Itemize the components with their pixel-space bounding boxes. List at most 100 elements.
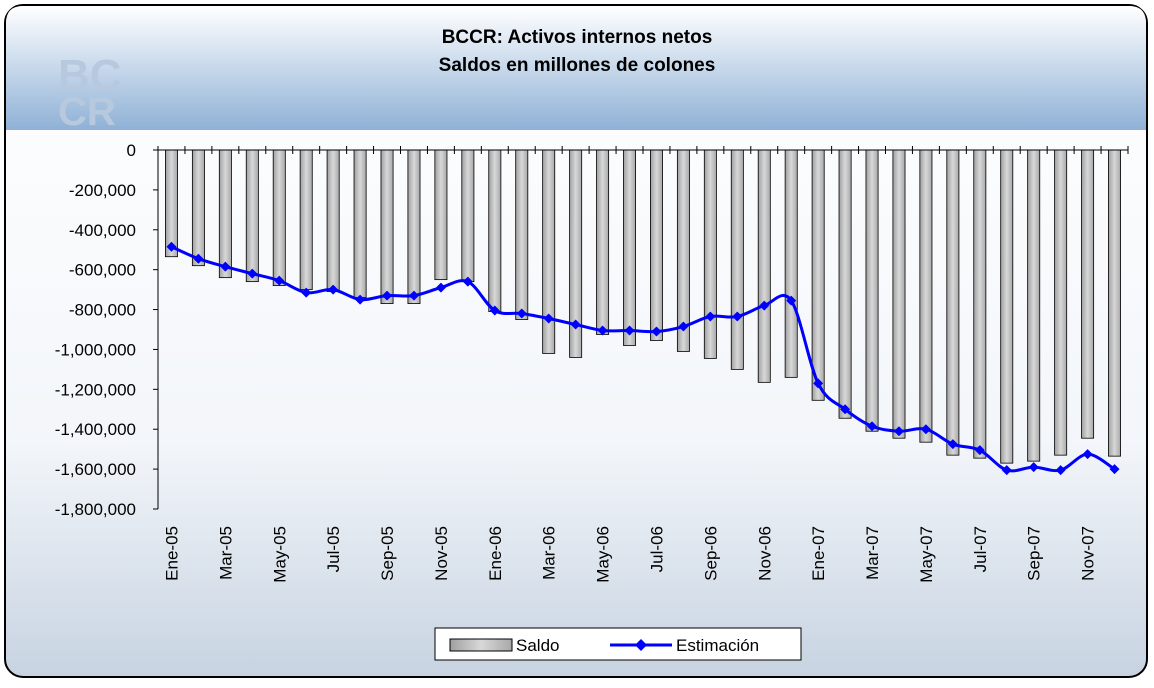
marker <box>328 284 339 295</box>
logo: BC <box>58 51 122 100</box>
bar <box>703 149 717 359</box>
marker <box>220 261 231 272</box>
bar <box>919 149 933 443</box>
y-tick-label: -1,400,000 <box>55 420 136 439</box>
y-tick-label: -600,000 <box>69 261 136 280</box>
x-tick-label: Mar-06 <box>540 526 559 580</box>
bar <box>623 149 636 346</box>
bar <box>784 149 798 378</box>
marker <box>974 445 985 456</box>
bar <box>434 149 448 281</box>
marker <box>1109 464 1120 475</box>
x-tick-label: Sep-07 <box>1025 526 1044 581</box>
logo: CR <box>58 90 116 134</box>
x-tick-label: Jul-05 <box>324 526 343 572</box>
marker <box>813 378 824 389</box>
x-tick-label: Mar-05 <box>216 526 235 580</box>
marker <box>732 311 743 322</box>
bar <box>245 149 259 283</box>
marker <box>543 313 554 324</box>
y-tick-label: -800,000 <box>69 301 136 320</box>
bar <box>488 149 502 312</box>
header-band <box>6 6 1146 130</box>
y-tick-label: -1,200,000 <box>55 380 136 399</box>
marker <box>166 241 177 252</box>
bar <box>811 149 825 401</box>
x-tick-label: May-07 <box>917 526 936 583</box>
marker <box>1028 462 1039 473</box>
bar <box>865 149 879 432</box>
chart-title: BCCR: Activos internos netos <box>442 27 713 48</box>
legend-label: Saldo <box>516 636 559 655</box>
legend-label: Estimación <box>676 636 759 655</box>
marker <box>301 287 312 298</box>
x-tick-label: Jul-06 <box>647 526 666 572</box>
marker <box>570 319 581 330</box>
y-tick-label: -1,600,000 <box>55 460 136 479</box>
bar <box>676 149 690 352</box>
x-tick-label: Ene-05 <box>162 526 181 581</box>
marker <box>759 300 770 311</box>
bar <box>973 149 987 459</box>
marker <box>489 305 500 316</box>
marker <box>893 426 904 437</box>
bar <box>380 149 394 304</box>
marker <box>705 311 716 322</box>
marker <box>516 308 527 319</box>
bar <box>165 149 178 258</box>
bar <box>1027 149 1041 462</box>
bar <box>1000 149 1014 464</box>
bar <box>892 149 906 439</box>
bar <box>353 149 367 298</box>
x-tick-label: May-06 <box>594 526 613 583</box>
bar <box>650 149 663 341</box>
marker <box>678 321 689 332</box>
marker <box>1055 465 1066 476</box>
bar <box>299 149 313 291</box>
bar <box>757 149 771 383</box>
marker <box>435 282 446 293</box>
marker <box>786 295 797 306</box>
y-tick-label: -200,000 <box>69 181 136 200</box>
marker <box>867 421 878 432</box>
bar <box>191 149 205 267</box>
marker <box>597 325 608 336</box>
marker <box>408 290 419 301</box>
x-tick-label: May-05 <box>270 526 289 583</box>
marker <box>274 275 285 286</box>
x-tick-label: Jul-07 <box>971 526 990 572</box>
bar <box>730 149 744 370</box>
legend-swatch <box>449 638 513 652</box>
marker <box>624 325 635 336</box>
marker <box>651 326 662 337</box>
y-tick-label: -1,800,000 <box>55 500 136 519</box>
x-tick-label: Sep-05 <box>378 526 397 581</box>
marker <box>1001 465 1012 476</box>
marker <box>382 290 393 301</box>
bar <box>272 149 286 287</box>
marker <box>1082 449 1093 460</box>
y-tick-label: -400,000 <box>69 221 136 240</box>
marker <box>947 439 958 450</box>
legend: Saldo Estimación <box>434 627 802 661</box>
marker <box>355 294 366 305</box>
chart-subtitle: Saldos en millones de colones <box>439 55 716 76</box>
bar <box>515 149 529 320</box>
marker <box>920 424 931 435</box>
y-tick-label: 0 <box>127 141 136 160</box>
bar <box>1054 149 1068 456</box>
marker <box>247 268 258 279</box>
bar <box>596 149 610 335</box>
x-tick-label: Ene-07 <box>809 526 828 581</box>
legend-swatch <box>635 639 647 651</box>
y-tick-label: -1,000,000 <box>55 340 136 359</box>
bar <box>461 149 475 283</box>
x-tick-label: Ene-06 <box>486 526 505 581</box>
x-tick-label: Mar-07 <box>863 526 882 580</box>
x-tick-label: Sep-06 <box>701 526 720 581</box>
marker <box>193 253 204 264</box>
bar <box>838 149 852 419</box>
marker <box>462 276 473 287</box>
x-tick-label: Nov-05 <box>432 526 451 581</box>
